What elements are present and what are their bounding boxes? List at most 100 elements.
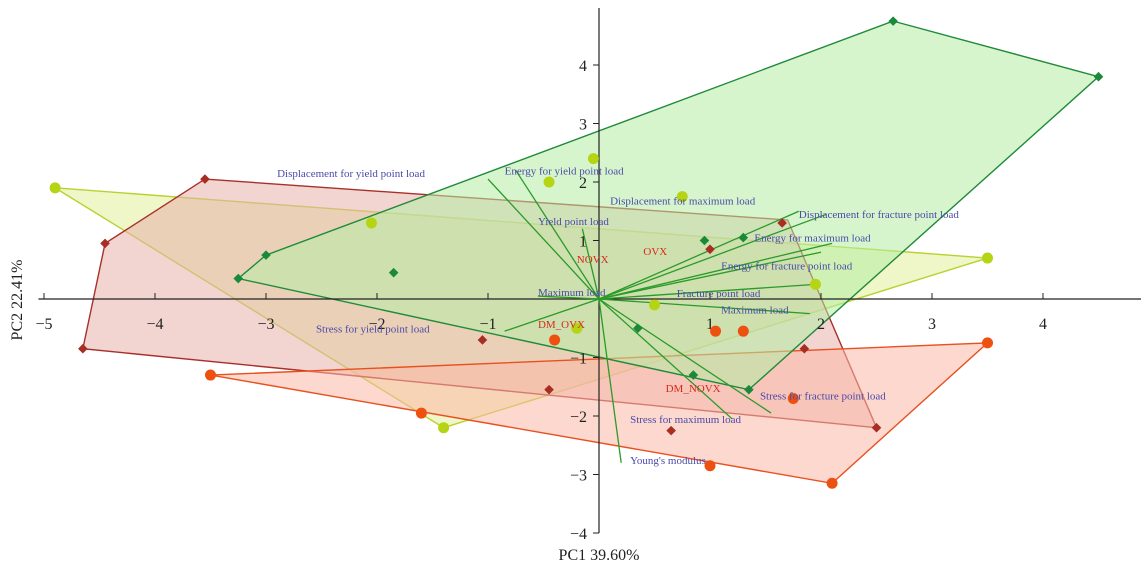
variable-label: Yield point load [538,216,609,228]
loading-vector [598,298,810,315]
point-green [388,267,399,278]
loading-vector [598,298,622,463]
point-green [1093,71,1104,82]
x-tick-label: −4 [146,316,163,333]
point-red [826,477,838,489]
variable-label: Young's modulus [630,455,706,467]
point-yellow [49,182,61,194]
point-darkred [666,425,676,436]
x-tick-label: 1 [706,316,714,333]
group-label: DM_OVX [538,319,585,331]
point-darkred [78,343,88,354]
point-red [704,460,716,472]
variable-label: Energy for fracture point load [721,261,853,273]
point-green [888,16,898,26]
loading-vector [598,298,733,420]
point-darkred [477,335,488,345]
point-darkred [200,174,210,184]
x-tick-label: 4 [1039,316,1047,333]
point-red [205,369,216,381]
y-tick-label: 4 [579,58,587,75]
x-tick-label: −5 [35,316,52,333]
axes: −5 −4 −3 −2 −1 1 2 3 4 −4 −3 −2 −1 1 2 3 4 [35,8,1141,543]
point-yellow [438,422,450,434]
y-tick-label: −1 [570,351,587,368]
point-red [415,407,427,419]
loading-vector [581,228,600,300]
variable-labels: Displacement for yield point load Energy … [277,165,959,467]
group-label: OVX [643,246,667,258]
point-yellow [365,217,377,229]
variable-label: Stress for fracture point load [760,391,886,403]
data-points [49,16,1104,489]
point-green [233,273,244,284]
point-yellow [587,153,599,165]
y-axis-title: PC2 22.41% [9,260,26,341]
point-yellow [676,191,688,203]
point-red [982,337,993,349]
variable-label: Energy for yield point load [505,165,624,177]
x-axis-ticks: −5 −4 −3 −2 −1 1 2 3 4 [35,293,1047,333]
point-red [737,325,749,337]
variable-label: Stress for maximum load [630,414,741,426]
y-tick-label: 1 [579,234,587,251]
point-yellow [543,176,555,188]
point-green [738,232,749,243]
point-green [261,250,271,260]
point-yellow [982,252,993,264]
variable-label: Displacement for fracture point load [799,209,960,221]
point-darkred [777,218,787,228]
point-red [710,325,722,337]
x-tick-label: −1 [479,316,496,333]
y-axis-ticks: −4 −3 −2 −1 1 2 3 4 [570,58,599,543]
x-tick-label: 2 [817,316,825,333]
y-tick-label: −3 [570,468,587,485]
point-darkred [100,238,110,249]
variable-label: Displacement for maximum load [610,196,756,208]
point-red [549,334,561,346]
point-red [787,392,799,404]
group-hulls [54,20,1100,485]
loading-vector [598,242,833,300]
group-label: NOVX [577,254,609,266]
point-darkred [705,244,715,255]
point-yellow [809,278,821,290]
group-labels: OVX NOVX DM_OVX DM_NOVX [538,246,721,395]
loading-vector [598,213,827,300]
y-tick-label: −2 [570,409,587,426]
loading-vector [537,295,600,300]
loading-vector [598,283,816,300]
y-tick-label: 2 [579,175,587,192]
variable-label: Energy for maximum load [754,233,871,245]
variable-label: Maximum load [538,287,606,299]
group-label: DM_NOVX [666,383,721,395]
point-darkred [544,384,554,395]
point-green [633,323,643,334]
loading-vector [487,178,600,300]
hull-green [236,20,1100,391]
y-tick-label: −4 [570,526,587,543]
point-darkred [799,343,810,354]
loading-vector [504,298,600,332]
x-tick-label: 3 [928,316,936,333]
x-axis-title: PC1 39.60% [559,547,640,564]
variable-label: Fracture point load [677,288,761,300]
point-darkred [871,422,882,433]
point-green [688,370,699,380]
loading-vector [598,210,800,300]
loading-vector [598,251,822,300]
variable-label: Stress for yield point load [316,323,430,335]
loading-vector [515,169,600,300]
loading-vector [598,298,772,414]
point-yellow [649,299,660,311]
variable-label: Maximum load [721,305,789,317]
point-green [699,235,710,246]
point-yellow [571,322,583,334]
x-tick-label: −3 [257,316,274,333]
loading-vectors [487,169,833,463]
point-green [744,384,754,395]
y-tick-label: 3 [579,117,587,134]
variable-label: Displacement for yield point load [277,168,425,180]
x-tick-label: −2 [368,316,385,333]
